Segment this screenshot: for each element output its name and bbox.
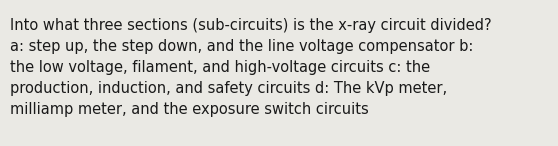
Text: Into what three sections (sub-circuits) is the x-ray circuit divided?
a: step up: Into what three sections (sub-circuits) … bbox=[10, 18, 492, 118]
